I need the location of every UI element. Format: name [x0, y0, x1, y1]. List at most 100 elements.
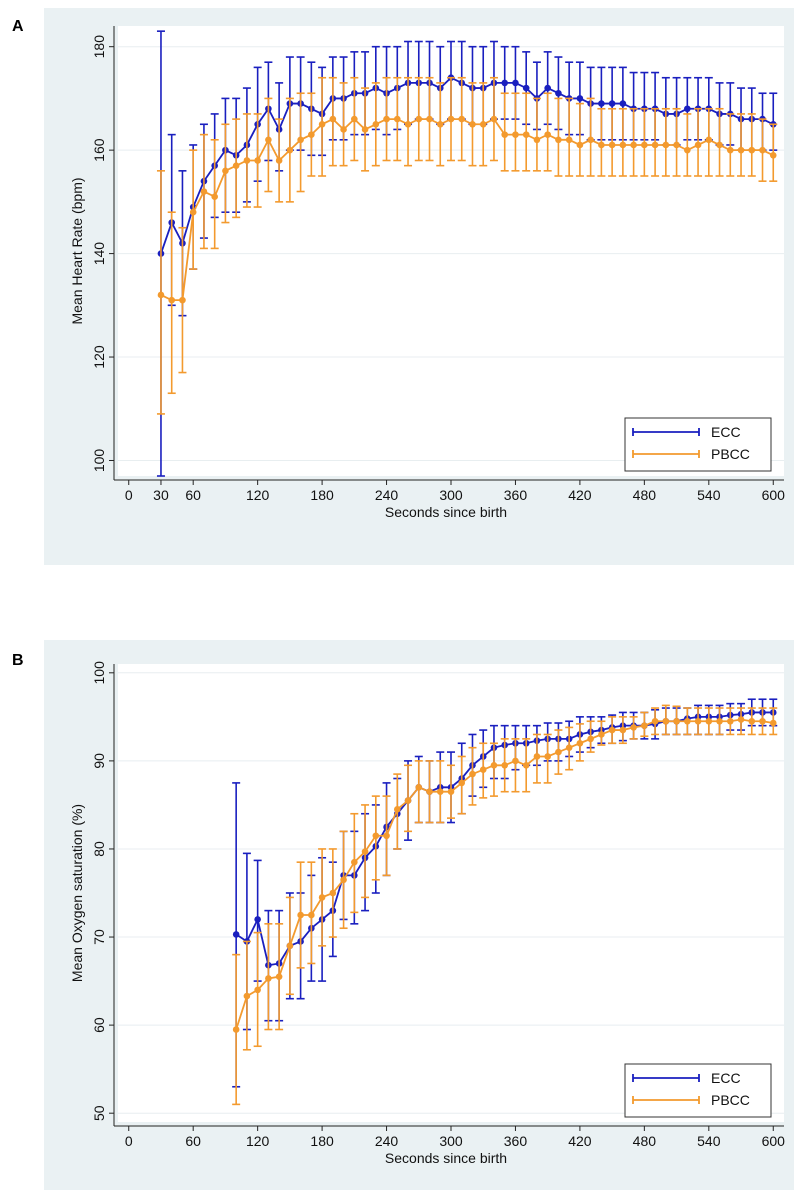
y-axis-title: Mean Oxygen saturation (%): [69, 804, 85, 982]
data-point: [404, 797, 412, 804]
data-point: [436, 788, 444, 796]
data-point: [232, 162, 240, 169]
data-point: [759, 146, 766, 154]
data-point: [426, 115, 433, 123]
data-point: [243, 157, 251, 164]
series-pbcc: [156, 76, 778, 415]
data-point: [415, 784, 423, 791]
data-point: [447, 788, 455, 796]
data-point: [383, 115, 390, 123]
data-point: [232, 931, 240, 938]
data-point: [501, 761, 509, 769]
data-point: [469, 770, 476, 778]
panel-a: A 100 120 140 160 180 0 30 60 120 180 240 300 360 420…: [0, 0, 794, 575]
data-point: [479, 120, 487, 128]
oxygen-saturation-chart: 50 60 70 80 90 100 0 60 120 180 240 300 360 420 480 540…: [44, 640, 794, 1190]
x-tick-label: 60: [185, 1133, 201, 1149]
data-point: [673, 141, 680, 149]
x-tick-label: 30: [153, 487, 169, 503]
data-point: [619, 726, 627, 734]
data-point: [630, 141, 637, 149]
legend-label-ecc: ECC: [711, 424, 741, 440]
x-tick-label: 300: [439, 1133, 463, 1149]
data-point: [555, 136, 562, 144]
data-point: [769, 152, 777, 159]
x-tick-label: 420: [568, 1133, 592, 1149]
data-point: [469, 120, 476, 128]
x-tick-label: 0: [125, 487, 133, 503]
data-point: [555, 89, 562, 97]
data-point: [619, 141, 627, 149]
legend-label-ecc: ECC: [711, 1070, 741, 1086]
data-point: [544, 753, 551, 760]
data-point: [512, 79, 519, 87]
data-point: [737, 716, 745, 723]
data-point: [522, 131, 530, 138]
data-point: [576, 739, 584, 747]
data-point: [361, 848, 369, 855]
y-tick-label: 100: [91, 449, 107, 473]
y-axis-title: Mean Heart Rate (bpm): [69, 177, 85, 324]
series-pbcc: [232, 704, 778, 1106]
data-point: [533, 753, 541, 760]
data-point: [297, 911, 304, 919]
data-point: [748, 146, 756, 154]
data-point: [265, 136, 272, 144]
data-point: [286, 146, 294, 154]
x-tick-label: 360: [504, 1133, 528, 1149]
data-point: [565, 744, 573, 751]
y-tick-label: 180: [91, 35, 107, 59]
data-point: [673, 717, 680, 725]
data-point: [297, 136, 304, 144]
data-point: [576, 141, 584, 149]
data-point: [598, 141, 605, 149]
data-point: [393, 806, 401, 813]
data-point: [415, 115, 423, 123]
x-tick-label: 180: [310, 487, 334, 503]
data-point: [501, 131, 509, 138]
data-point: [254, 986, 261, 994]
legend: ECC PBCC: [624, 417, 772, 472]
plot-area: [118, 664, 784, 1122]
data-point: [351, 858, 358, 866]
data-point: [275, 973, 283, 980]
data-point: [608, 726, 616, 734]
x-tick-label: 600: [762, 1133, 786, 1149]
y-tick-label: 160: [91, 138, 107, 162]
mean-line: [160, 76, 774, 254]
data-point: [318, 120, 326, 128]
y-tick-label: 80: [91, 841, 107, 857]
data-point: [254, 916, 261, 923]
data-point: [587, 136, 594, 144]
data-point: [587, 735, 594, 743]
x-tick-label: 60: [185, 487, 201, 503]
data-point: [544, 131, 551, 138]
x-tick-label: 420: [568, 487, 592, 503]
data-point: [641, 141, 648, 149]
data-point: [641, 722, 648, 729]
data-point: [265, 975, 272, 982]
data-point: [286, 942, 294, 950]
y-tick-label: 50: [91, 1105, 107, 1121]
x-tick-label: 540: [697, 487, 721, 503]
data-point: [383, 832, 390, 840]
legend-label-pbcc: PBCC: [711, 446, 750, 462]
data-point: [608, 141, 616, 149]
data-point: [684, 717, 691, 725]
data-point: [651, 141, 659, 149]
data-point: [512, 131, 519, 138]
x-tick-label: 0: [125, 1133, 133, 1149]
data-point: [533, 136, 541, 144]
data-point: [501, 79, 509, 87]
data-point: [748, 717, 756, 725]
data-point: [598, 100, 605, 107]
data-point: [608, 100, 616, 107]
mean-line: [160, 117, 774, 302]
x-axis-title: Seconds since birth: [385, 1150, 507, 1166]
data-point: [479, 766, 487, 773]
y-tick-label: 90: [91, 753, 107, 769]
data-point: [555, 748, 562, 756]
data-point: [522, 761, 530, 769]
x-tick-label: 360: [504, 487, 528, 503]
data-point: [200, 188, 208, 195]
